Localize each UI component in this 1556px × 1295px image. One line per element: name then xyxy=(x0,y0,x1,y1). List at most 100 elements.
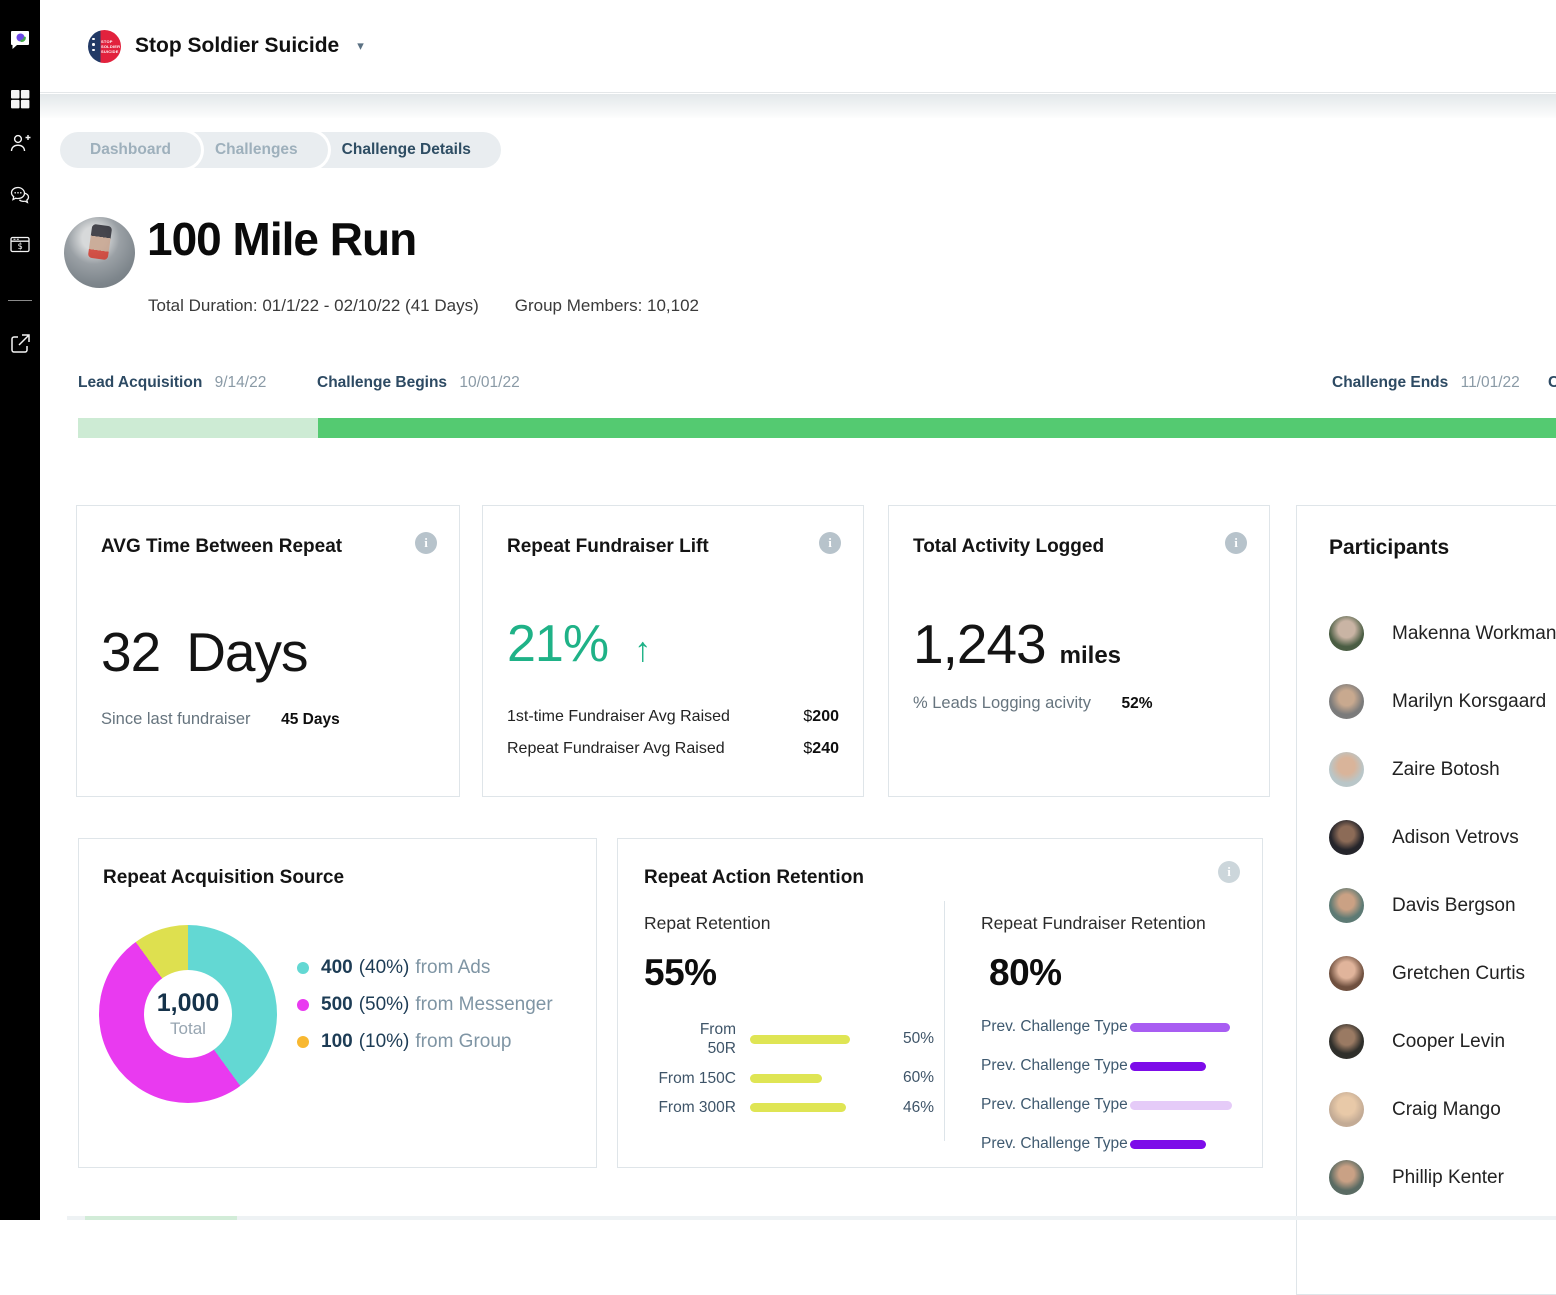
svg-text:$: $ xyxy=(17,242,22,252)
breadcrumb-challenge-details[interactable]: Challenge Details xyxy=(302,132,501,168)
sidebar-divider xyxy=(8,300,32,301)
info-icon[interactable]: i xyxy=(415,532,437,554)
card-title: Total Activity Logged xyxy=(913,536,1245,558)
org-logo-icon: STOPSOLDIERSUICIDE xyxy=(88,30,121,63)
next-section-progress xyxy=(67,1216,1556,1220)
card-repeat-fundraiser-lift: Repeat Fundraiser Lift i 21%↑ 1st-time F… xyxy=(482,505,864,797)
avg-time-value: 32Days xyxy=(101,620,435,684)
breadcrumb: Dashboard Challenges Challenge Details xyxy=(60,132,501,168)
bar-row-from-50r: From 50R 50% xyxy=(644,1020,934,1059)
lift-breakdown: 1st-time Fundraiser Avg Raised $200 Repe… xyxy=(507,708,839,758)
payments-icon[interactable]: $ xyxy=(7,232,33,258)
bar xyxy=(750,1035,850,1044)
repeat-avg-raised-row: Repeat Fundraiser Avg Raised $240 xyxy=(507,740,839,758)
card-title: Repeat Acquisition Source xyxy=(103,867,572,889)
card-repeat-action-retention: Repeat Action Retention i Repat Retentio… xyxy=(617,838,1263,1168)
milestone-challenge-begins: Challenge Begins 10/01/22 xyxy=(317,374,520,392)
avatar xyxy=(1329,684,1364,719)
next-section-progress-lead xyxy=(85,1216,237,1220)
repeat-retention-value: 55% xyxy=(644,952,934,994)
lead-acquisition-segment xyxy=(78,418,318,438)
org-name: Stop Soldier Suicide xyxy=(135,34,339,58)
fundraiser-retention-value: 80% xyxy=(989,952,1241,994)
milestone-lead-acquisition: Lead Acquisition 9/14/22 xyxy=(78,374,266,392)
bar-row-prev-challenge: Prev. Challenge Type xyxy=(981,1057,1241,1075)
group-members: Group Members: 10,102 xyxy=(515,296,699,316)
avatar xyxy=(1329,1024,1364,1059)
legend-from-messenger: 500 (50%) from Messenger xyxy=(297,994,553,1016)
milestone-clipped: C xyxy=(1548,374,1556,392)
bar xyxy=(750,1103,846,1112)
leads-logging-activity: % Leads Logging acivity 52% xyxy=(913,694,1245,713)
sidebar: $ xyxy=(0,0,40,1220)
donut-center: 1,000 Total xyxy=(144,970,232,1058)
bar xyxy=(1130,1023,1230,1032)
info-icon[interactable]: i xyxy=(819,532,841,554)
page-title: 100 Mile Run xyxy=(147,212,416,266)
legend-from-ads: 400 (40%) from Ads xyxy=(297,957,553,979)
legend-from-group: 100 (10%) from Group xyxy=(297,1031,553,1053)
info-icon[interactable]: i xyxy=(1218,861,1240,883)
avatar xyxy=(1329,956,1364,991)
milestone-challenge-ends: Challenge Ends 11/01/22 xyxy=(1332,374,1520,392)
bar xyxy=(750,1074,822,1083)
repeat-retention-column: Repat Retention 55% From 50R 50% From 15… xyxy=(644,913,934,1118)
column-divider xyxy=(944,901,945,1141)
participants-list: Makenna Workman Marilyn Korsgaard Zaire … xyxy=(1329,616,1556,1195)
avatar xyxy=(1329,1092,1364,1127)
participant-row[interactable]: Phillip Kenter xyxy=(1329,1160,1556,1195)
first-time-avg-raised-row: 1st-time Fundraiser Avg Raised $200 xyxy=(507,708,839,726)
lift-value: 21%↑ xyxy=(507,614,839,674)
bar-row-prev-challenge: Prev. Challenge Type xyxy=(981,1096,1241,1114)
participants-panel: Participants Makenna Workman Marilyn Kor… xyxy=(1296,505,1556,1295)
card-avg-time-between-repeat: AVG Time Between Repeat i 32Days Since l… xyxy=(76,505,460,797)
bar xyxy=(1130,1140,1206,1149)
card-title: Repeat Action Retention xyxy=(644,867,1262,889)
avatar xyxy=(1329,888,1364,923)
acquisition-legend: 400 (40%) from Ads 500 (50%) from Messen… xyxy=(297,957,553,1053)
bar-row-prev-challenge: Prev. Challenge Type xyxy=(981,1018,1241,1036)
conversations-icon[interactable] xyxy=(7,182,33,208)
top-bar: STOPSOLDIERSUICIDE Stop Soldier Suicide … xyxy=(40,0,1556,93)
participant-row[interactable]: Makenna Workman xyxy=(1329,616,1556,651)
participants-title: Participants xyxy=(1329,536,1556,560)
card-title: AVG Time Between Repeat xyxy=(101,536,435,558)
participant-row[interactable]: Davis Bergson xyxy=(1329,888,1556,923)
external-link-icon[interactable] xyxy=(7,331,33,357)
timeline-labels: Lead Acquisition 9/14/22 Challenge Begin… xyxy=(0,374,1556,396)
participant-row[interactable]: Cooper Levin xyxy=(1329,1024,1556,1059)
participant-row[interactable]: Adison Vetrovs xyxy=(1329,820,1556,855)
challenge-progress-bar xyxy=(78,418,1556,438)
acquisition-donut-chart: 1,000 Total xyxy=(99,925,277,1103)
activity-value: 1,243miles xyxy=(913,612,1245,676)
card-title: Repeat Fundraiser Lift xyxy=(507,536,839,558)
bar-row-from-300r: From 300R 46% xyxy=(644,1098,934,1117)
bar-row-from-150c: From 150C 60% xyxy=(644,1069,934,1088)
breadcrumb-dashboard[interactable]: Dashboard xyxy=(60,132,201,168)
participant-row[interactable]: Marilyn Korsgaard xyxy=(1329,684,1556,719)
org-switcher[interactable]: STOPSOLDIERSUICIDE Stop Soldier Suicide … xyxy=(88,30,364,63)
since-last-fundraiser: Since last fundraiser 45 Days xyxy=(101,710,435,729)
avatar xyxy=(1329,752,1364,787)
avatar xyxy=(1329,616,1364,651)
card-total-activity-logged: Total Activity Logged i 1,243miles % Lea… xyxy=(888,505,1270,797)
participant-row[interactable]: Gretchen Curtis xyxy=(1329,956,1556,991)
challenge-avatar xyxy=(64,217,135,288)
legend-dot-ads xyxy=(297,962,309,974)
challenge-meta: Total Duration: 01/1/22 - 02/10/22 (41 D… xyxy=(148,296,699,316)
app-logo-icon[interactable] xyxy=(7,27,33,53)
participant-row[interactable]: Zaire Botosh xyxy=(1329,752,1556,787)
dashboard-grid-icon[interactable] xyxy=(7,86,33,112)
bar xyxy=(1130,1062,1206,1071)
add-user-icon[interactable] xyxy=(7,130,33,156)
info-icon[interactable]: i xyxy=(1225,532,1247,554)
header-shadow xyxy=(40,94,1556,118)
participant-row[interactable]: Craig Mango xyxy=(1329,1092,1556,1127)
retention-bar-chart: From 50R 50% From 150C 60% From 300R 46% xyxy=(644,1020,934,1118)
avatar xyxy=(1329,820,1364,855)
chevron-down-icon[interactable]: ▾ xyxy=(357,38,364,54)
org-logo-text: STOPSOLDIERSUICIDE xyxy=(101,39,120,54)
legend-dot-messenger xyxy=(297,999,309,1011)
bar-row-prev-challenge: Prev. Challenge Type xyxy=(981,1135,1241,1153)
fundraiser-retention-column: Repeat Fundraiser Retention 80% Prev. Ch… xyxy=(981,913,1241,1153)
